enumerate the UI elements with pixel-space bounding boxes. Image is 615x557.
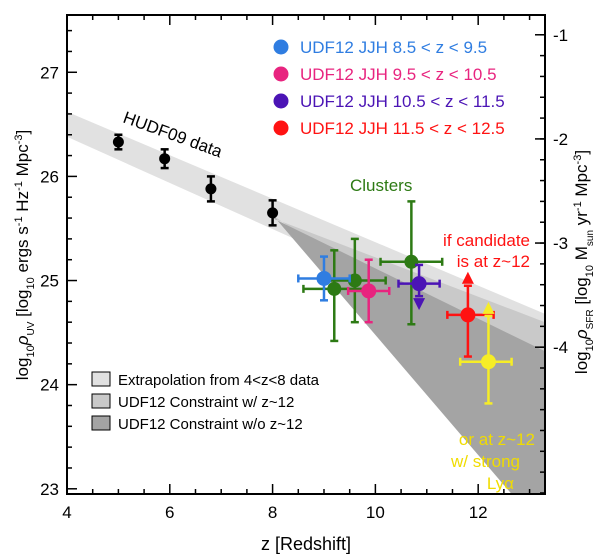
data-point: [316, 270, 332, 286]
data-point: [159, 153, 171, 165]
band-legend-label: UDF12 Constraint w/o z~12: [118, 416, 303, 433]
band-legend-swatch: [91, 415, 111, 431]
upper-limit-arrow: [413, 298, 426, 311]
y-axis-title-right: log10ρSFR [log10 Msun yr-1 Mpc-3]: [572, 150, 596, 374]
y-tick-label: 26: [40, 167, 59, 186]
data-point: [327, 281, 342, 296]
x-tick-label: 10: [366, 503, 385, 522]
legend-marker: [273, 93, 289, 109]
data-point: [480, 354, 496, 370]
y-tick-label: 24: [40, 376, 59, 395]
x-tick-label: 4: [62, 503, 71, 522]
data-point: [112, 136, 124, 148]
lower-limit-arrow: [482, 301, 495, 314]
y-tick-label: 23: [40, 480, 59, 499]
legend-label: UDF12 JJH 11.5 < z < 12.5: [300, 119, 505, 138]
band-constraint_without_z12: [272, 214, 545, 494]
lya-note: or at z~12 w/ strong Lyα: [450, 430, 535, 493]
legend-label: UDF12 JJH 10.5 < z < 11.5: [300, 92, 505, 111]
y-tick-label: 25: [40, 272, 59, 291]
data-point: [361, 283, 377, 299]
legend-label: UDF12 JJH 9.5 < z < 10.5: [300, 65, 497, 84]
data-point: [460, 307, 476, 323]
y-tick-right-label: -1: [553, 26, 568, 45]
y-axis-title-left: log10ρUV [log10 ergs s-1 Hz-1 Mpc-3]: [13, 130, 37, 380]
band-legend-swatch: [91, 371, 111, 387]
clusters-label: Clusters: [350, 176, 412, 195]
x-tick-label: 8: [268, 503, 277, 522]
legend-marker: [273, 66, 289, 82]
band-legend-label: UDF12 Constraint w/ z~12: [118, 394, 294, 411]
data-point: [347, 273, 362, 288]
legend-label: UDF12 JJH 8.5 < z < 9.5: [300, 38, 487, 57]
candidate-note: if candidate is at z~12: [443, 231, 530, 271]
y-tick-label: 27: [40, 63, 59, 82]
plot-frame: [66, 14, 546, 495]
lower-limit-arrow: [461, 271, 474, 284]
data-point: [404, 254, 419, 269]
x-axis-title: z [Redshift]: [261, 534, 351, 554]
data-point: [205, 183, 217, 195]
y-tick-right-label: -2: [553, 130, 568, 149]
x-tick-label: 12: [469, 503, 488, 522]
data-point: [411, 276, 427, 292]
legend-marker: [273, 120, 289, 136]
band-legend-swatch: [91, 393, 111, 409]
band-legend-label: Extrapolation from 4<z<8 data: [118, 372, 320, 389]
data-point: [267, 207, 279, 219]
y-tick-right-label: -4: [553, 338, 568, 357]
legend-marker: [273, 39, 289, 55]
y-tick-right-label: -3: [553, 234, 568, 253]
x-tick-label: 6: [165, 503, 174, 522]
